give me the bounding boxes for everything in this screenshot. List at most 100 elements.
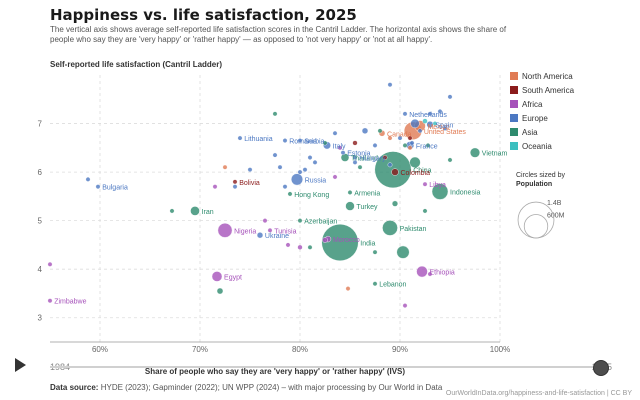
- source-label: Data source:: [50, 383, 99, 392]
- data-point: [407, 135, 413, 141]
- data-label: Turkey: [356, 204, 378, 211]
- data-point: [337, 145, 343, 151]
- data-label: Egypt: [224, 274, 242, 281]
- data-label: Spain: [435, 123, 453, 130]
- data-point: [361, 127, 369, 134]
- legend-label: Oceania: [522, 142, 552, 151]
- data-point: [352, 140, 358, 146]
- data-label: Italy: [333, 143, 346, 150]
- data-point: [332, 130, 338, 136]
- data-point: [427, 271, 433, 277]
- y-tick-label: 4: [38, 265, 43, 274]
- data-point: [431, 183, 449, 200]
- data-label: Zimbabwe: [54, 299, 86, 306]
- data-point: [85, 176, 91, 182]
- timeline-track[interactable]: [50, 366, 600, 368]
- data-label: Libya: [429, 182, 446, 189]
- data-point: [372, 281, 378, 287]
- data-point: [410, 118, 420, 129]
- data-point: [272, 152, 278, 158]
- data-point: [272, 111, 278, 117]
- data-point: [232, 179, 238, 185]
- play-button[interactable]: [15, 358, 26, 372]
- data-point: [285, 242, 291, 248]
- data-point: [47, 298, 53, 304]
- data-label: France: [416, 143, 438, 150]
- legend[interactable]: North America South America Africa Europe As…: [510, 72, 575, 151]
- y-tick-label: 6: [38, 168, 43, 177]
- data-label: Romania: [289, 139, 317, 146]
- data-point: [442, 125, 448, 131]
- data-label: Canada: [387, 131, 412, 138]
- data-label: Netherlands: [409, 112, 447, 119]
- data-point: [432, 121, 438, 126]
- data-point: [387, 162, 393, 168]
- point-labels: India China United States Indonesia Pakistan…: [54, 112, 507, 306]
- legend-label: South America: [522, 86, 575, 95]
- data-label: Tunisia: [274, 228, 296, 235]
- data-point: [402, 111, 408, 117]
- data-point: [345, 286, 351, 291]
- data-point: [237, 135, 243, 141]
- data-point: [47, 261, 53, 267]
- credit-link[interactable]: OurWorldInData.org/happiness-and-life-sa…: [445, 390, 632, 397]
- data-point: [422, 181, 428, 187]
- data-label: Estonia: [347, 151, 370, 158]
- data-point: [387, 82, 393, 88]
- legend-swatch: [510, 86, 518, 94]
- x-tick-label: 100%: [490, 345, 510, 354]
- data-point: [212, 184, 218, 190]
- legend-label: North America: [522, 72, 573, 81]
- data-point: [307, 244, 313, 250]
- data-label: Ethiopia: [429, 270, 454, 277]
- data-label: Indonesia: [450, 190, 480, 197]
- data-point: [267, 227, 273, 233]
- data-label: Serbia: [304, 139, 324, 146]
- data-point: [409, 156, 421, 168]
- data-label: Iran: [202, 209, 214, 216]
- source-text: HYDE (2023); Gapminder (2022); UN WPP (2…: [100, 383, 443, 392]
- x-axis-label: Share of people who say they are 'very h…: [145, 367, 405, 376]
- data-point: [322, 140, 328, 146]
- data-label: Lebanon: [379, 282, 406, 289]
- y-axis-label: Self-reported life satisfaction (Cantril…: [50, 60, 222, 69]
- data-point: [407, 145, 413, 151]
- timeline-handle[interactable]: [593, 360, 609, 376]
- data-label: Hungary: [359, 156, 386, 163]
- legend-label: Africa: [522, 100, 543, 109]
- y-tick-label: 5: [38, 217, 43, 226]
- legend-swatch: [510, 128, 518, 136]
- data-point: [402, 142, 408, 148]
- data-point: [391, 168, 399, 176]
- size-legend-subtitle: Population: [516, 181, 552, 188]
- data-point: [470, 147, 481, 158]
- data-point: [307, 155, 313, 160]
- data-point: [277, 164, 283, 170]
- data-point: [377, 128, 383, 134]
- data-point: [382, 220, 398, 236]
- data-point: [422, 118, 428, 124]
- data-point: [262, 218, 268, 224]
- legend-label: Europe: [522, 114, 548, 123]
- data-label: Azerbaijan: [304, 219, 337, 226]
- legend-swatch: [510, 100, 518, 108]
- legend-swatch: [510, 72, 518, 80]
- data-label: Bolivia: [239, 180, 260, 187]
- y-tick-label: 7: [38, 120, 43, 129]
- data-point: [417, 128, 423, 134]
- data-point: [297, 244, 303, 250]
- data-point: [222, 164, 228, 170]
- legend-swatch: [510, 142, 518, 150]
- legend-label: Asia: [522, 128, 538, 137]
- chart-subtitle: The vertical axis shows average self-rep…: [50, 25, 507, 44]
- data-point: [447, 94, 453, 100]
- data-point: [95, 184, 101, 190]
- data-point: [391, 200, 399, 207]
- data-point: [387, 135, 393, 141]
- data-point: [372, 142, 378, 148]
- data-point: [397, 135, 403, 141]
- data-label: Pakistan: [400, 226, 427, 233]
- data-point: [232, 184, 238, 190]
- data-label: Vietnam: [482, 151, 508, 158]
